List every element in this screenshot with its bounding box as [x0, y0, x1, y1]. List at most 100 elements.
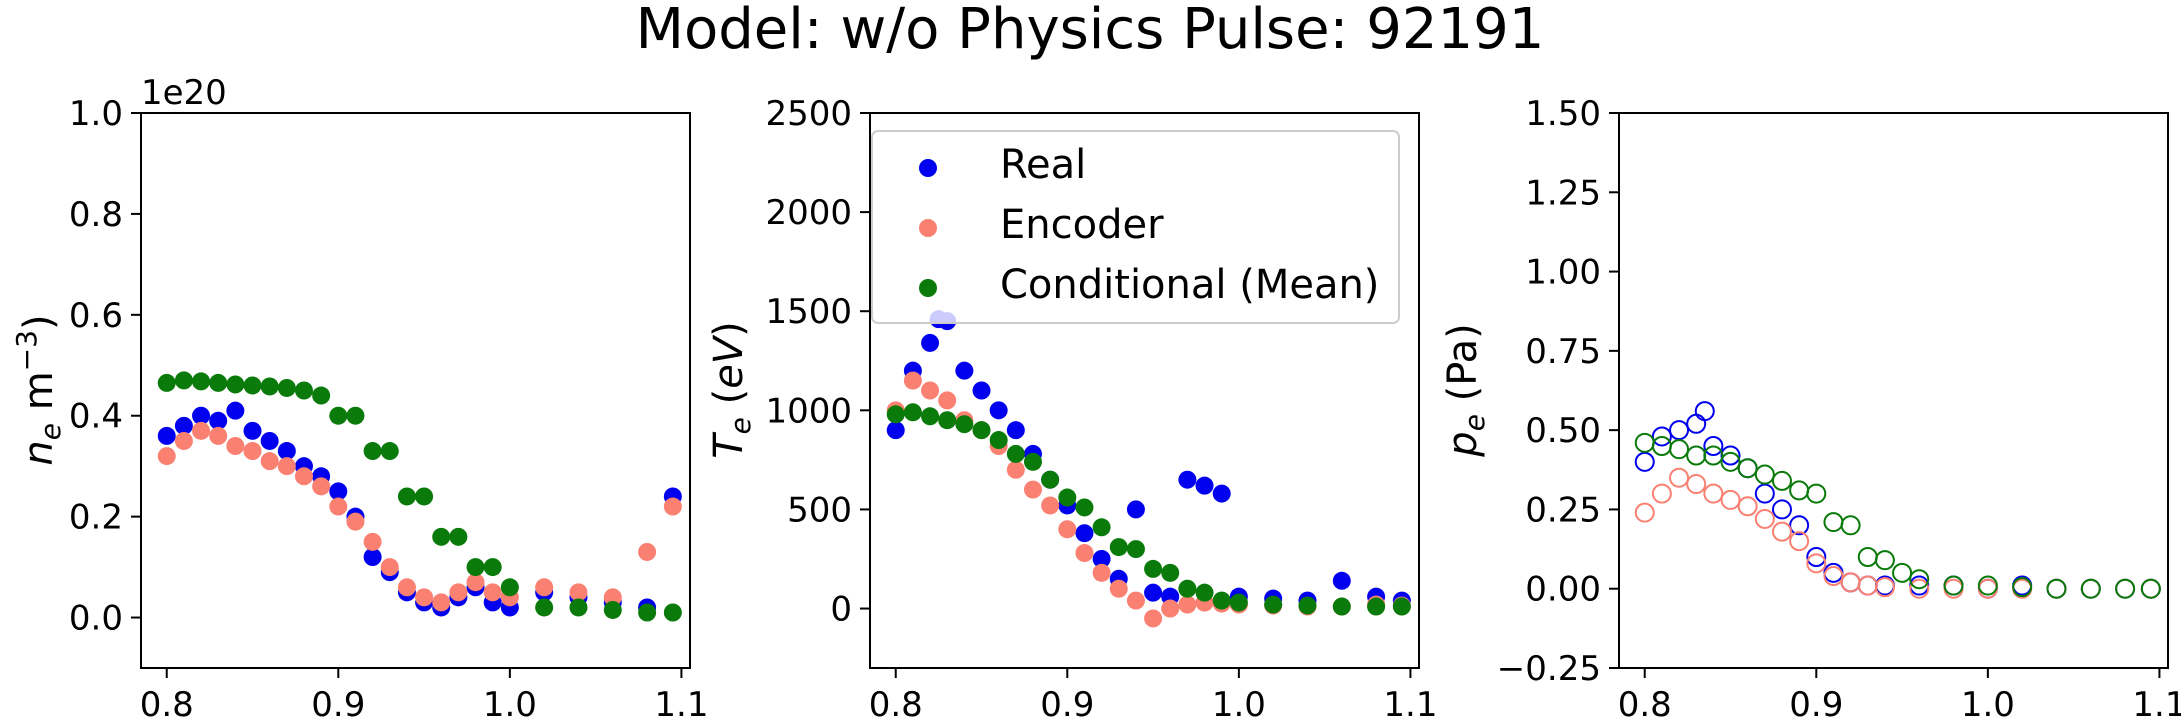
point-conditional — [1392, 597, 1411, 616]
point-encoder — [226, 437, 245, 455]
point-encoder — [243, 442, 262, 461]
y-tick-label: 0.4 — [69, 397, 123, 437]
point-encoder — [1686, 474, 1707, 495]
point-encoder — [1737, 496, 1758, 517]
point-conditional — [1669, 439, 1690, 460]
point-real — [1694, 401, 1715, 422]
point-conditional — [1298, 596, 1317, 615]
point-conditional — [2140, 578, 2161, 599]
axis-ticks: 0.8 0.9 1.0 1.1 −0.25 0.00 0.25 0.50 0.75 1.00 1.2… — [1497, 94, 2181, 725]
point-conditional — [903, 403, 922, 422]
point-conditional — [2012, 577, 2033, 598]
y-axis-label: pe (Pa) — [1440, 323, 1491, 457]
point-encoder — [363, 532, 382, 551]
point-conditional — [886, 405, 905, 424]
point-real — [1178, 470, 1197, 489]
point-encoder — [1178, 595, 1197, 614]
y-tick-label: 0.50 — [1525, 411, 1601, 451]
point-encoder — [1720, 489, 1741, 510]
y-tick-label: 1.25 — [1525, 173, 1601, 213]
point-real — [1686, 413, 1707, 434]
axis-ticks: 0.8 0.9 1.0 1.1 0 500 1000 1500 2000 2500 — [765, 94, 1437, 725]
point-conditional — [1367, 597, 1386, 616]
point-conditional — [955, 415, 974, 434]
point-conditional — [1332, 597, 1351, 616]
point-conditional — [346, 406, 365, 425]
point-conditional — [1126, 540, 1145, 559]
point-real — [1789, 515, 1810, 536]
plot-frame — [1618, 112, 2169, 669]
point-encoder — [1754, 508, 1775, 529]
y-tick-label: 0.00 — [1525, 570, 1601, 610]
point-conditional — [1058, 488, 1077, 507]
point-conditional — [2046, 578, 2067, 599]
point-encoder — [1874, 577, 1895, 598]
point-conditional — [1943, 575, 1964, 596]
point-encoder — [1109, 579, 1128, 598]
point-conditional — [1754, 464, 1775, 485]
point-conditional — [209, 373, 228, 392]
point-real — [277, 442, 296, 461]
point-conditional — [277, 378, 296, 397]
scatter-marks — [886, 310, 1411, 628]
y-tick-label: 1.0 — [69, 94, 123, 134]
temperature-panel: Te (eV) 0.8 0.9 1.0 1.1 0 500 1000 1500 2000 2500… — [706, 94, 1437, 725]
point-real — [1075, 524, 1094, 543]
point-encoder — [1840, 572, 1861, 593]
point-real — [157, 426, 176, 445]
y-tick-label: 2500 — [765, 94, 852, 134]
point-real — [955, 361, 974, 380]
point-real — [329, 482, 348, 501]
point-conditional — [1737, 458, 1758, 479]
x-tick-label: 1.0 — [1961, 685, 2015, 725]
point-real — [192, 406, 211, 425]
point-conditional — [363, 442, 382, 461]
point-encoder — [277, 457, 296, 476]
pressure-panel: pe (Pa) 0.8 0.9 1.0 1.1 −0.25 0.00 0.25 0.50 0.7… — [1440, 94, 2181, 725]
x-tick-label: 0.8 — [140, 685, 194, 725]
point-conditional — [1686, 445, 1707, 466]
point-conditional — [157, 373, 176, 392]
point-encoder — [432, 593, 451, 612]
plot-frame — [869, 112, 1420, 669]
axis-ticks: 0.8 0.9 1.0 1.1 0.0 0.2 0.4 0.6 0.8 1.0 — [69, 94, 709, 725]
point-real — [209, 411, 228, 430]
point-encoder — [1092, 563, 1111, 582]
figure-title: Model: w/o Physics Pulse: 92191 — [636, 0, 1545, 62]
point-real — [921, 333, 940, 352]
point-real — [1703, 436, 1724, 456]
point-conditional — [483, 558, 502, 577]
point-conditional — [1041, 470, 1060, 489]
legend-label-conditional: Conditional (Mean) — [1000, 262, 1379, 308]
point-conditional — [1109, 538, 1128, 557]
x-tick-label: 0.8 — [1618, 685, 1672, 725]
point-conditional — [1892, 562, 1913, 583]
point-conditional — [1771, 470, 1792, 491]
x-tick-label: 0.9 — [1789, 685, 1843, 725]
x-tick-label: 0.8 — [869, 685, 923, 725]
y-tick-label: −0.25 — [1497, 649, 1601, 689]
point-conditional — [1023, 452, 1042, 471]
x-tick-label: 0.9 — [1040, 685, 1094, 725]
point-conditional — [1789, 480, 1810, 501]
point-conditional — [1857, 547, 1878, 567]
plot-frame — [140, 112, 691, 669]
point-conditional — [1229, 593, 1248, 612]
point-encoder — [1651, 483, 1672, 504]
point-conditional — [663, 603, 682, 622]
point-conditional — [1874, 550, 1895, 571]
point-encoder — [1771, 521, 1792, 542]
y-tick-label: 500 — [787, 490, 852, 530]
density-panel: 1e20 ne m−3) 0.8 0.9 1.0 1.10.00.20.40.60.8… — [10, 73, 708, 725]
point-conditional — [1720, 451, 1741, 472]
point-conditional — [1703, 445, 1724, 466]
point-conditional — [1212, 591, 1231, 610]
point-encoder — [903, 371, 922, 390]
point-encoder — [1789, 531, 1810, 552]
point-encoder — [192, 421, 211, 440]
point-conditional — [1178, 579, 1197, 598]
point-conditional — [1977, 575, 1998, 596]
y-axis-label: ne m−3) — [10, 314, 67, 465]
point-real — [989, 401, 1008, 420]
